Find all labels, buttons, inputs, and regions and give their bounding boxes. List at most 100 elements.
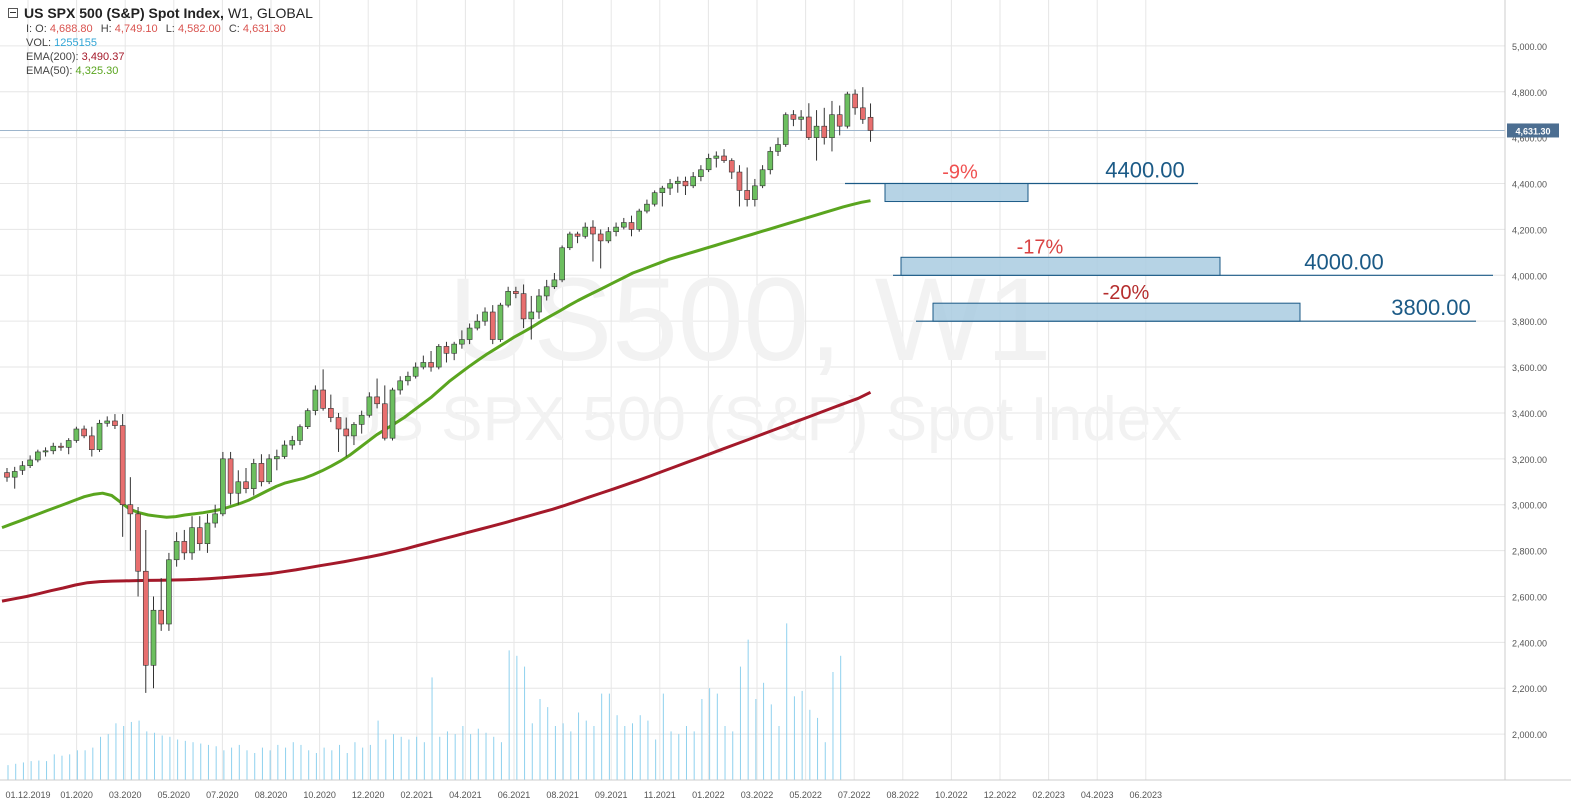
candle-body [42,450,49,453]
x-tick-label: 02.2021 [401,790,434,800]
ema50-line: EMA(50): 4,325.30 [26,64,313,78]
candle-body [513,291,519,294]
candle-body [135,513,141,572]
candle-body [567,233,573,249]
candle-body [235,481,242,494]
watermark-instrument: US SPX 500 (S&P) Spot Index [338,385,1182,454]
candle-body [736,171,743,191]
y-tick-label: 2,800.00 [1512,547,1547,557]
close-label: C: [228,23,240,35]
candle-body [27,459,33,467]
y-tick-label: 2,000.00 [1512,730,1547,740]
x-tick-label: 12.2022 [984,790,1017,800]
candle-body [605,231,612,242]
y-tick-label: 3,200.00 [1512,455,1547,465]
x-tick-label: 01.12.2019 [5,790,50,800]
candle-body [505,291,511,306]
x-tick-label: 09.2021 [595,790,628,800]
candle-body [158,609,164,625]
candle-body [150,609,157,666]
candle-body [412,366,419,377]
x-tick-label: 05.2022 [789,790,822,800]
high-label: H: [100,23,112,35]
ema200-line: EMA(200): 3,490.37 [26,50,313,64]
candle-body [844,93,851,127]
candle-body [667,183,673,189]
candle-body [829,114,835,138]
timeframe-label: W1, [227,5,253,21]
candle-body [320,389,326,409]
candle-body [65,440,72,448]
candle-body [181,541,188,554]
price-tag: 4,631.30 [1507,123,1559,138]
candle-body [590,226,596,235]
candle-body [328,408,334,418]
candle-body [189,527,195,554]
candle-body [705,157,712,171]
y-tick-label: 3,600.00 [1512,363,1547,373]
candle-body [89,435,95,450]
y-tick-label: 4,000.00 [1512,271,1547,281]
candle-body [574,233,581,237]
candle-body [297,426,303,441]
x-tick-label: 10.2022 [935,790,968,800]
x-tick-label: 08.2020 [255,790,288,800]
legend-title-row: US SPX 500 (S&P) Spot Index, W1, GLOBAL [8,4,313,22]
candle-body [50,445,57,452]
candle-body [4,472,10,478]
candle-body [250,463,257,489]
candle-body [698,169,704,177]
candle-body [489,311,496,340]
y-tick-label: 4,200.00 [1512,225,1547,235]
candle-body [397,380,404,391]
candle-body [119,425,126,506]
candle-body [782,114,789,145]
candle-body [166,559,172,625]
candle-body [435,346,442,368]
candle-body [227,458,234,494]
candle-body [405,375,411,382]
instrument-title: US SPX 500 (S&P) Spot Index, [24,5,224,21]
candle-body [497,304,504,340]
candle-body [351,424,357,437]
candle-body [752,185,758,200]
y-tick-label: 2,200.00 [1512,684,1547,694]
x-tick-label: 03.2020 [109,790,142,800]
candle-body [451,343,457,354]
collapse-icon[interactable] [8,8,18,18]
candle-body [243,481,249,489]
level-value: 4400.00 [1105,158,1185,183]
level-zone [884,183,1029,203]
x-tick-label: 12.2020 [352,790,385,800]
candle-body [813,125,820,138]
candle-body [343,428,350,437]
candle-body [358,414,365,425]
ema200-value: 3,490.37 [81,51,125,63]
level-annotations[interactable]: -9% 4400.00 -17% 4000.00 -20% 3800.00 [845,158,1493,322]
x-tick-label: 07.2022 [838,790,871,800]
level-value: 3800.00 [1391,295,1471,320]
candle-body [258,463,265,483]
candle-body [96,422,103,450]
x-tick-label: 07.2020 [206,790,239,800]
x-tick-label: 05.2020 [158,790,191,800]
candle-body [196,527,203,545]
candle-body [728,160,735,173]
candle-body [173,541,180,561]
candle-body [798,116,804,120]
candle-body [466,327,473,340]
candle-body [220,458,226,515]
y-tick-label: 4,600.00 [1512,134,1547,144]
candle-body [721,155,727,161]
candle-body [559,247,565,281]
y-tick-label: 2,600.00 [1512,592,1547,602]
candle-body [528,311,535,320]
candle-body [674,180,681,184]
y-tick-label: 3,800.00 [1512,317,1547,327]
price-tag-value: 4,631.30 [1515,126,1550,136]
candle-body [620,222,627,228]
low-label: L: [165,23,175,35]
y-tick-label: 3,000.00 [1512,501,1547,511]
volume-line: VOL: 1255155 [26,36,313,50]
